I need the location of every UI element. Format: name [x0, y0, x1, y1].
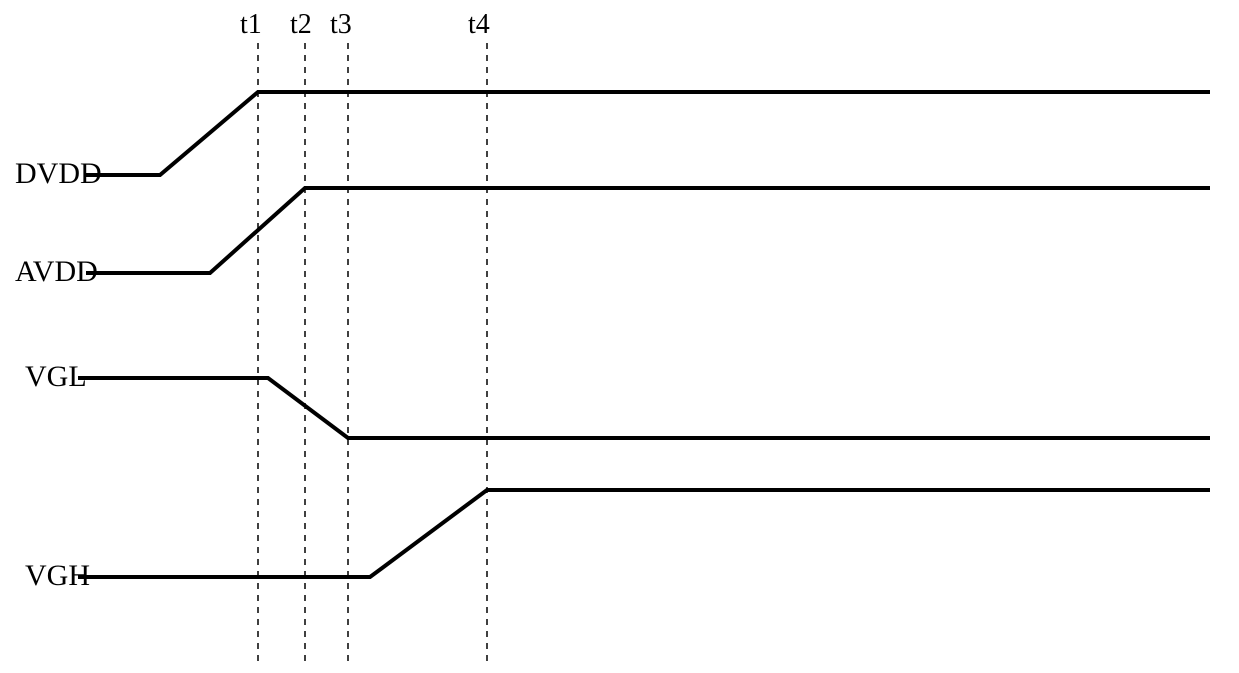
signal-vgh — [78, 490, 1210, 577]
signal-label-avdd: AVDD — [15, 255, 98, 288]
signal-label-vgl: VGL — [25, 360, 87, 393]
signal-dvdd — [86, 92, 1210, 175]
signal-label-dvdd: DVDD — [15, 157, 102, 190]
tick-label-t2: t2 — [290, 9, 312, 40]
signal-labels: DVDD AVDD VGL VGH — [15, 157, 102, 592]
tick-label-t1: t1 — [240, 9, 262, 40]
signal-waveforms — [78, 92, 1210, 577]
tick-lines — [258, 43, 487, 665]
tick-label-t3: t3 — [330, 9, 352, 40]
signal-vgl — [78, 378, 1210, 438]
tick-label-t4: t4 — [468, 9, 490, 40]
timing-diagram: t1 t2 t3 t4 DVDD AVDD VGL VGH — [0, 0, 1239, 673]
signal-avdd — [86, 188, 1210, 273]
tick-labels: t1 t2 t3 t4 — [240, 9, 490, 40]
signal-label-vgh: VGH — [25, 559, 90, 592]
